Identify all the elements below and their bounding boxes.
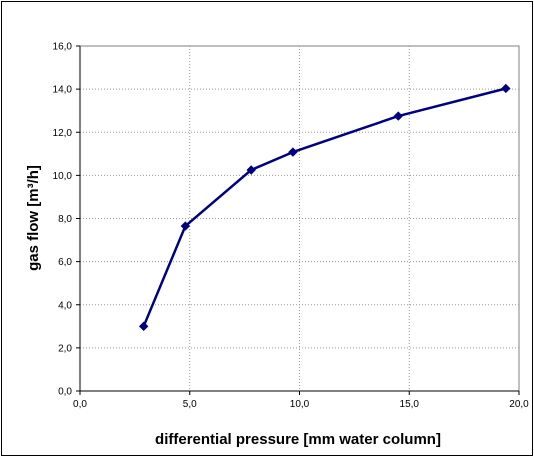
grid-layer [79, 45, 520, 392]
series-line [142, 87, 507, 327]
y-tick-label: 12,0 [53, 128, 73, 139]
y-tick-label: 4,0 [58, 300, 72, 311]
x-tick-label: 0,0 [73, 399, 87, 410]
x-tick-label: 10,0 [290, 399, 310, 410]
x-tick-label: 20,0 [509, 399, 529, 410]
data-point-marker [180, 221, 191, 231]
x-axis-title: differential pressure [mm water column] [155, 431, 441, 448]
data-point-marker [501, 83, 511, 94]
y-tick-label: 6,0 [58, 257, 72, 268]
series-layer [138, 83, 511, 332]
data-point-marker [288, 147, 298, 157]
data-point-marker [393, 111, 403, 121]
y-tick-label: 0,0 [58, 387, 72, 398]
axis-layer: 0,0 2,0 4,0 6,0 8,0 10,0 12,0 14,0 16,0 0,0 5,0 10,… [53, 42, 530, 411]
y-axis-title: gas flow [m³/h] [25, 165, 42, 271]
y-tick-label: 8,0 [58, 214, 72, 225]
x-tick-label: 5,0 [183, 399, 197, 410]
data-point-marker [138, 321, 149, 332]
y-tick-label: 2,0 [58, 343, 72, 354]
y-tick-label: 16,0 [53, 42, 73, 53]
y-tick-label: 14,0 [53, 85, 73, 96]
x-tick-label: 15,0 [400, 399, 420, 410]
y-tick-label: 10,0 [53, 171, 73, 182]
data-point-marker [246, 165, 256, 175]
